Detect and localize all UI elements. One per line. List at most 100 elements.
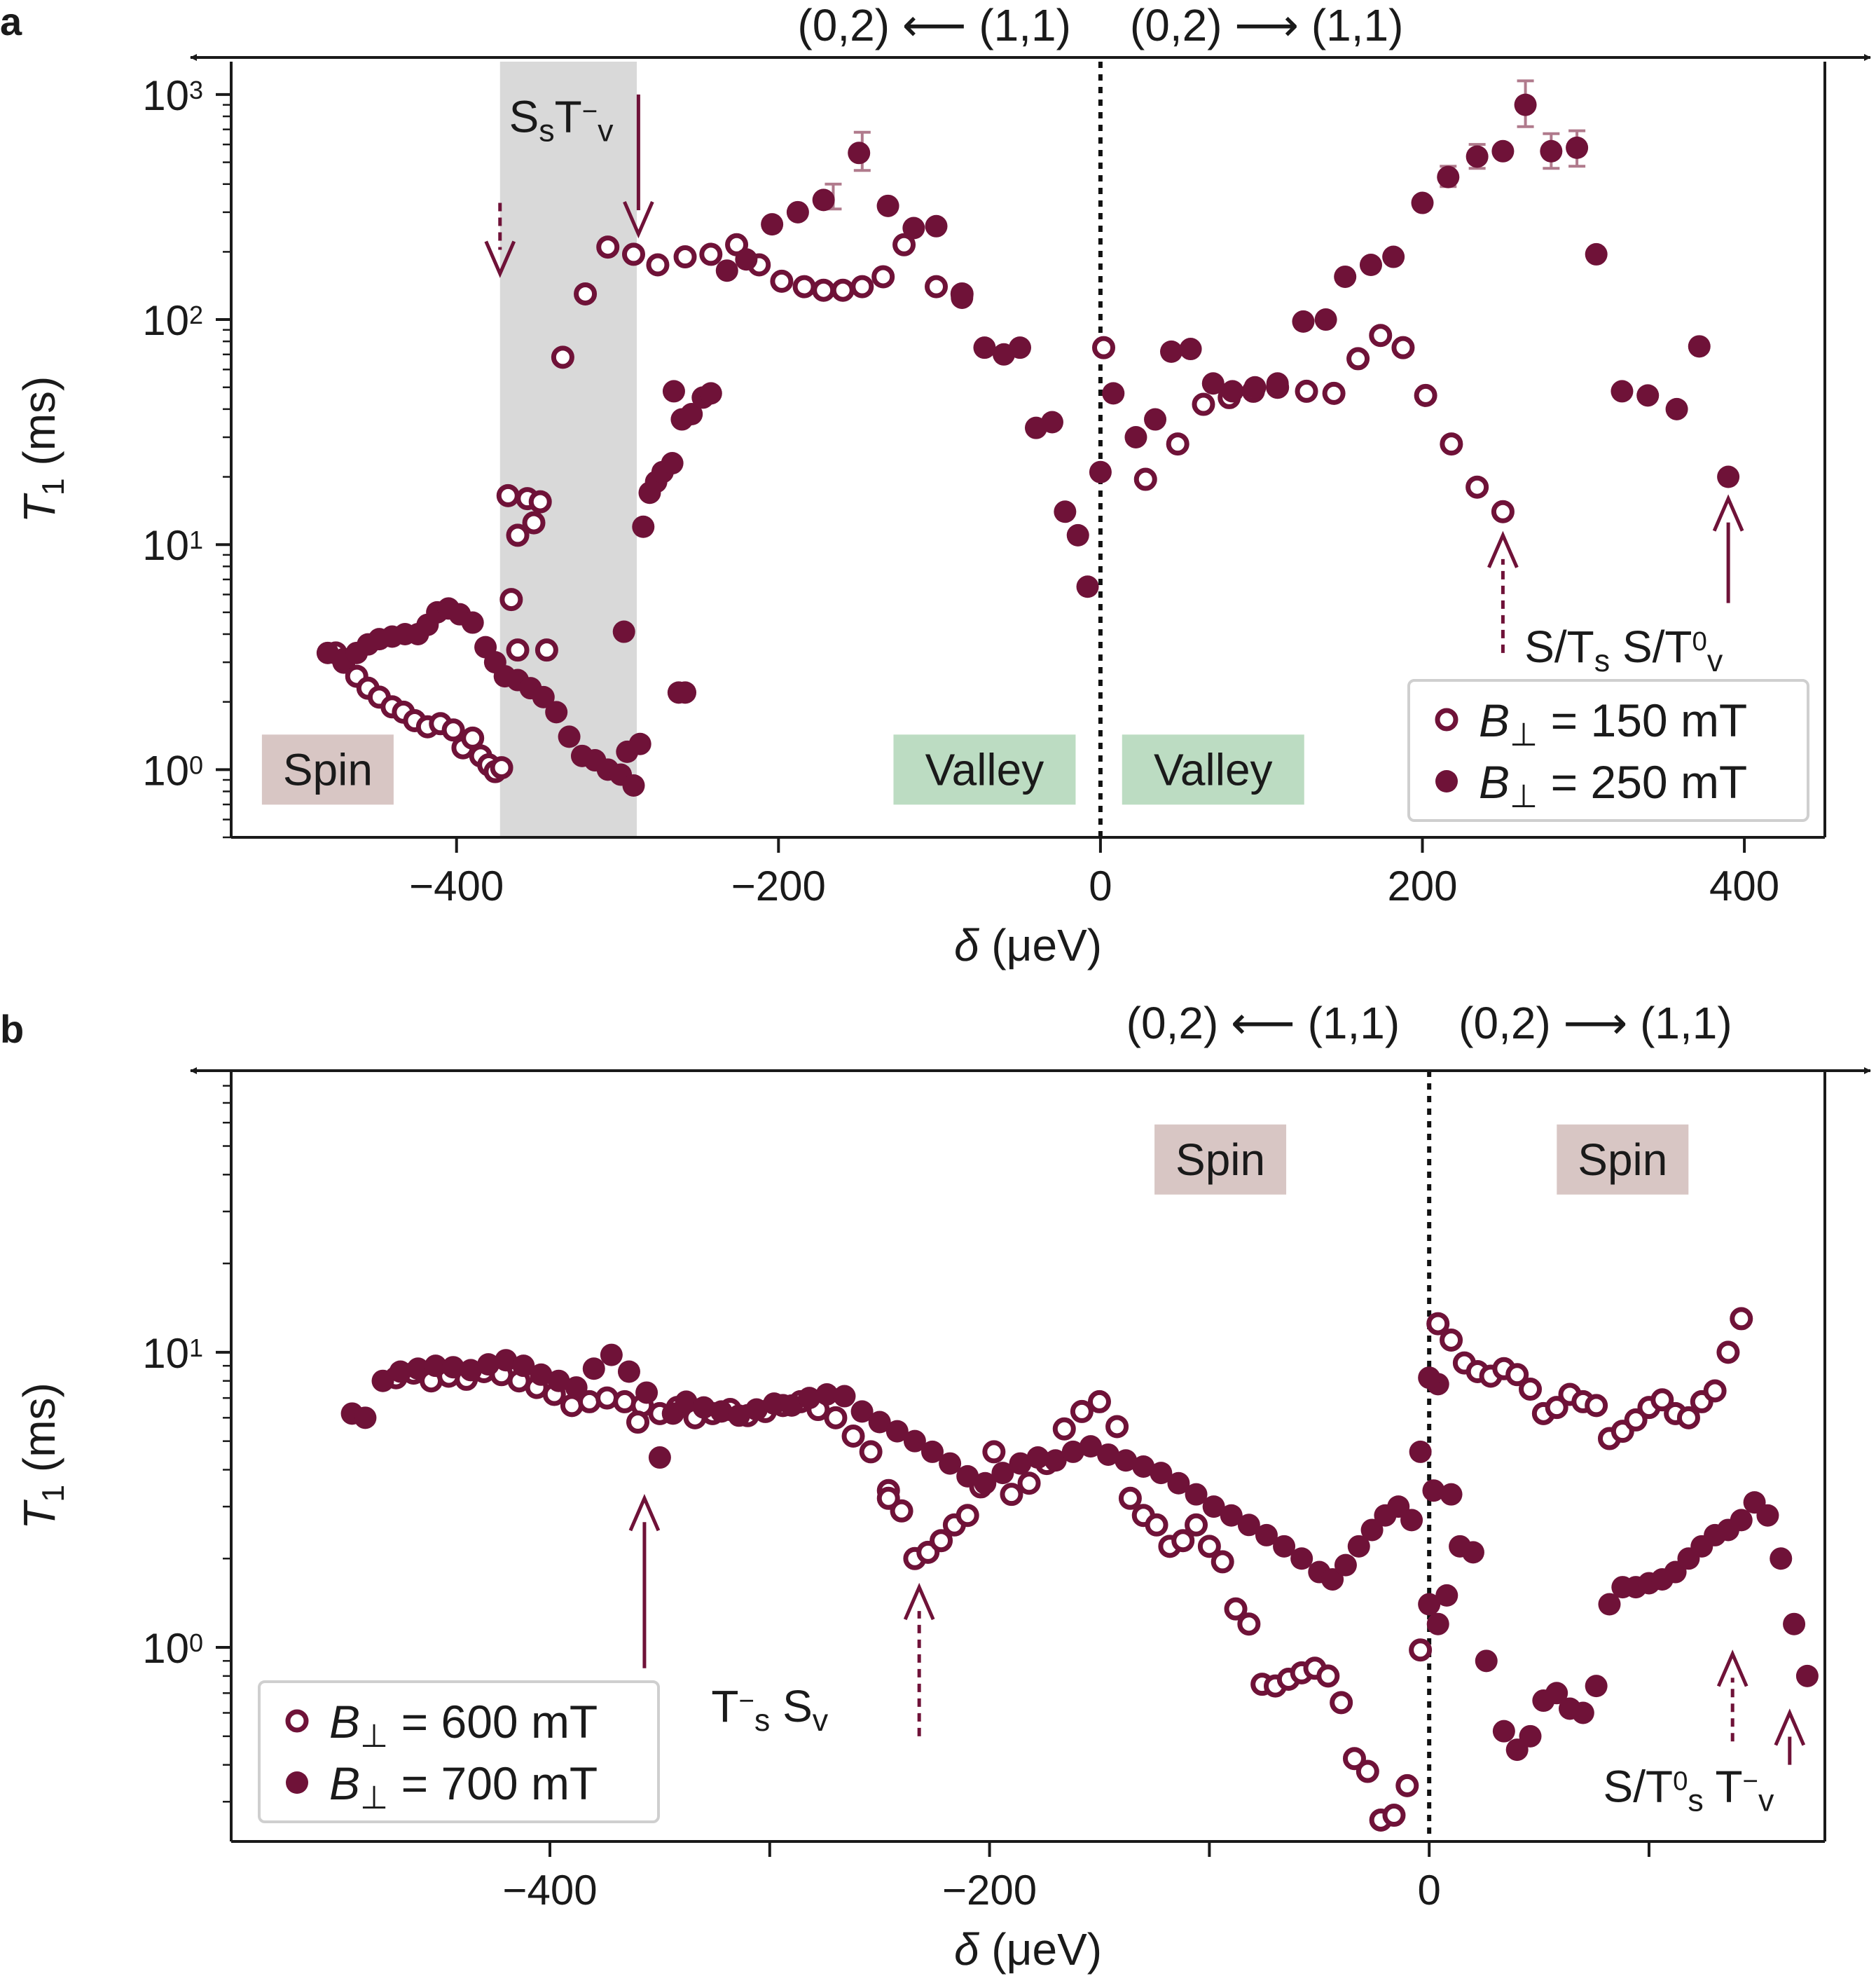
data-point-open	[812, 278, 836, 302]
y-tick-label: 100	[142, 747, 203, 794]
text-span: −	[582, 97, 598, 127]
x-tick-label: 200	[1387, 863, 1457, 910]
data-point-open	[490, 756, 513, 780]
data-point-filled	[532, 685, 555, 708]
data-point-filled	[477, 1353, 500, 1376]
data-point-open	[522, 511, 546, 535]
arrow-head	[1774, 1708, 1806, 1746]
data-point-filled	[715, 259, 738, 282]
data-point-filled	[675, 1390, 698, 1413]
text-span: ⊥	[360, 1779, 388, 1816]
text-span: S/T	[1610, 622, 1692, 672]
data-point-filled	[1255, 1523, 1278, 1546]
y-tick-label: 102	[142, 297, 203, 344]
data-point-filled	[1160, 340, 1183, 363]
text-span: s	[1594, 643, 1610, 678]
data-point-filled	[1382, 245, 1405, 268]
data-point-filled	[1440, 1483, 1463, 1506]
data-point-open	[792, 275, 816, 299]
legend-marker-filled	[1435, 770, 1458, 792]
series-3	[1089, 93, 1740, 488]
legend-marker-open	[1435, 708, 1458, 732]
data-point-filled	[600, 1343, 623, 1366]
text-span: 10	[142, 72, 189, 119]
text-span: 0	[189, 1628, 203, 1657]
x-tick-label: −200	[731, 863, 826, 910]
data-point-filled	[1102, 382, 1125, 405]
text-span: −	[1743, 1766, 1758, 1796]
data-point-open	[871, 265, 895, 289]
solid-arrow	[1712, 494, 1744, 603]
plot-a-legend: B⊥ = 150 mTB⊥ = 250 mT	[1407, 679, 1809, 822]
region-label-valley: Valley	[1122, 734, 1304, 805]
data-point-open	[1624, 1408, 1648, 1432]
data-point-open	[1211, 1550, 1234, 1574]
data-point-open	[876, 1486, 900, 1510]
data-point-filled	[1144, 408, 1167, 431]
data-point-open	[1295, 379, 1318, 403]
region-label-valley: Valley	[893, 734, 1076, 805]
data-point-open	[1519, 1378, 1543, 1401]
top-label-left: (0,2) ⟵ (1,1)	[1126, 998, 1400, 1048]
data-point-filled	[973, 336, 996, 359]
data-point-filled	[1132, 1455, 1155, 1478]
data-point-filled	[780, 1394, 803, 1417]
data-point-filled	[1334, 1553, 1357, 1577]
legend-entry: B⊥ = 150 mT	[1479, 694, 1747, 753]
data-point-filled	[461, 611, 484, 634]
data-point-open	[1585, 1394, 1608, 1418]
data-point-filled	[612, 620, 635, 643]
region-label-text: Spin	[1578, 1134, 1667, 1185]
data-point-filled	[371, 1369, 394, 1392]
top-label-right: (0,2) ⟶ (1,1)	[1458, 998, 1732, 1048]
state-annotation: SsT−v	[509, 92, 614, 149]
data-point-filled	[635, 1381, 658, 1404]
arrow-head	[628, 1494, 661, 1532]
data-point-open	[506, 523, 530, 547]
data-point-filled	[1665, 397, 1688, 420]
data-point-open	[1382, 1804, 1406, 1827]
data-point-filled	[868, 1411, 891, 1434]
data-point-open	[1395, 1773, 1419, 1797]
data-point-open	[1070, 1399, 1094, 1423]
data-point-filled	[512, 1354, 535, 1378]
legend-box	[1407, 679, 1809, 822]
data-point-filled	[1418, 1366, 1441, 1390]
data-point-open	[1391, 336, 1415, 359]
data-point-open	[1545, 1396, 1568, 1420]
text-span: 3	[189, 76, 203, 104]
region-label-spin: Spin	[261, 734, 394, 805]
data-point-filled	[1611, 380, 1634, 403]
data-point-filled	[622, 774, 645, 797]
data-point-filled	[628, 732, 651, 755]
region-label-spin: Spin	[1557, 1124, 1689, 1195]
dashed-arrow	[1487, 530, 1519, 653]
data-point-filled	[1079, 1435, 1102, 1458]
data-point-open	[499, 588, 523, 612]
data-point-open	[925, 275, 949, 299]
text-span: B	[1479, 756, 1510, 808]
data-point-open	[1316, 1664, 1340, 1688]
arrow-head	[484, 240, 516, 278]
region-label-box	[893, 734, 1076, 805]
series-1	[316, 142, 1099, 797]
text-span: B	[1479, 694, 1510, 746]
region-label-text: Valley	[925, 744, 1044, 795]
y-tick-label: 100	[142, 1625, 203, 1672]
plot-b-legend: B⊥ = 600 mTB⊥ = 700 mT	[258, 1680, 660, 1823]
text-span: S/T	[1524, 622, 1594, 672]
data-point-open	[1192, 392, 1215, 416]
data-point-open	[626, 1411, 650, 1434]
data-point-filled	[745, 1398, 768, 1421]
data-point-open	[1676, 1406, 1700, 1429]
data-point-filled	[1519, 1724, 1542, 1748]
data-point-filled	[617, 1360, 640, 1383]
text-span: S	[770, 1681, 812, 1731]
data-point-open	[1505, 1363, 1529, 1387]
text-span: s	[1688, 1783, 1703, 1818]
text-span: 10	[142, 522, 189, 569]
text-span: v	[1707, 643, 1723, 678]
region-label-box	[1122, 734, 1304, 805]
data-point-filled	[1115, 1449, 1138, 1472]
